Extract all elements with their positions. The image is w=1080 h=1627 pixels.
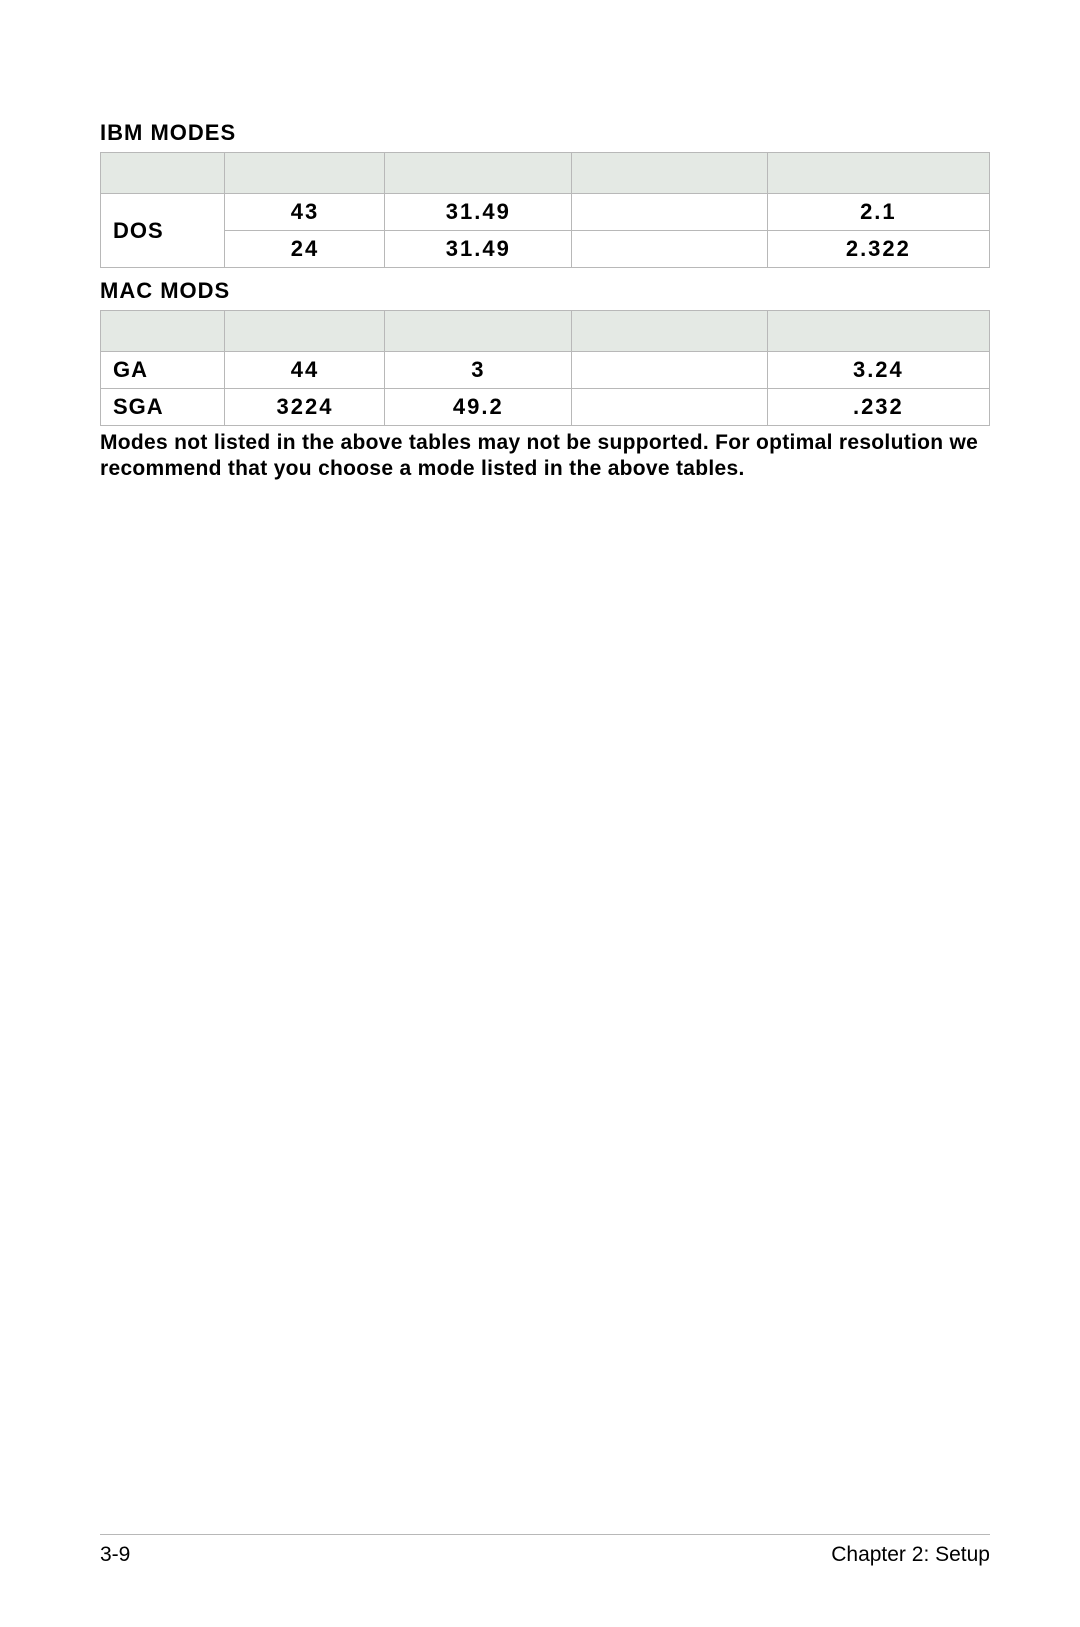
table-header-cell: [225, 153, 385, 194]
table-row: GA 44 3 3.24: [101, 352, 990, 389]
mac-mods-table: GA 44 3 3.24 SGA 3224 49.2 .232: [100, 310, 990, 426]
table-header-cell: [225, 311, 385, 352]
table-header-cell: [101, 311, 225, 352]
table-cell: 43: [225, 194, 385, 231]
table-header-cell: [101, 153, 225, 194]
row-label: GA: [101, 352, 225, 389]
row-label: SGA: [101, 389, 225, 426]
table-row: 24 31.49 2.322: [101, 231, 990, 268]
footer-chapter: Chapter 2: Setup: [831, 1543, 990, 1567]
table-header-cell: [385, 311, 572, 352]
table-cell: 2.322: [767, 231, 989, 268]
table-cell: 3: [385, 352, 572, 389]
table-header-row: [101, 153, 990, 194]
table-cell: [572, 389, 768, 426]
table-cell: [572, 352, 768, 389]
table-cell: 49.2: [385, 389, 572, 426]
table-cell: 31.49: [385, 194, 572, 231]
table-header-cell: [572, 311, 768, 352]
table-row: SGA 3224 49.2 .232: [101, 389, 990, 426]
table-cell: 44: [225, 352, 385, 389]
table-cell: [572, 194, 768, 231]
row-label: DOS: [101, 194, 225, 268]
table-header-cell: [767, 311, 989, 352]
page-content: IBM MODES DOS 43 31.49 2.1 24 31.49 2.32…: [0, 0, 1080, 483]
ibm-modes-table: DOS 43 31.49 2.1 24 31.49 2.322: [100, 152, 990, 268]
ibm-section-title: IBM MODES: [100, 120, 990, 146]
table-header-cell: [385, 153, 572, 194]
table-header-cell: [767, 153, 989, 194]
table-header-row: [101, 311, 990, 352]
footer-page-number: 3-9: [100, 1543, 130, 1567]
mac-section-title: MAC MODS: [100, 278, 990, 304]
footnote-text: Modes not listed in the above tables may…: [100, 430, 990, 483]
table-cell: 3224: [225, 389, 385, 426]
table-cell: [572, 231, 768, 268]
table-cell: 31.49: [385, 231, 572, 268]
table-cell: 24: [225, 231, 385, 268]
table-row: DOS 43 31.49 2.1: [101, 194, 990, 231]
table-cell: 3.24: [767, 352, 989, 389]
page-footer: 3-9 Chapter 2: Setup: [100, 1534, 990, 1567]
table-cell: .232: [767, 389, 989, 426]
table-cell: 2.1: [767, 194, 989, 231]
table-header-cell: [572, 153, 768, 194]
